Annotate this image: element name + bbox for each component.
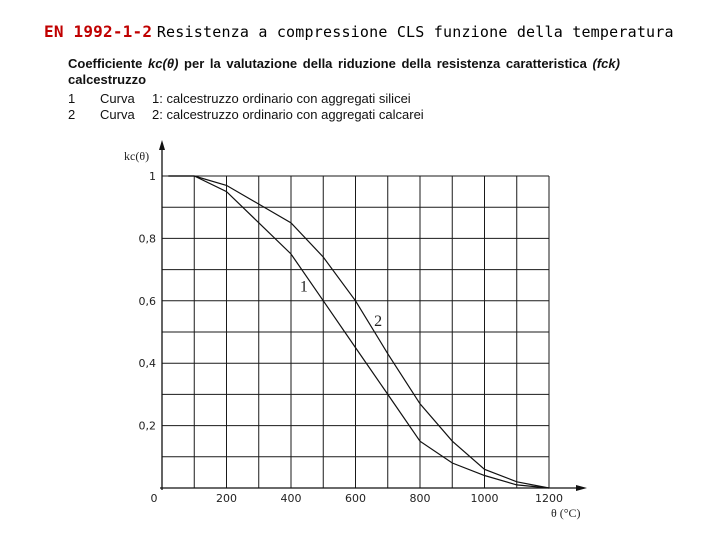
x-tick-label: 1200: [535, 492, 563, 505]
y-tick-label: 0,6: [139, 295, 157, 308]
figure-caption: Coefficiente kc(θ) per la valutazione de…: [68, 56, 628, 123]
curve-label: 2: [374, 313, 382, 330]
caption-word: (fck): [592, 56, 620, 71]
caption-item-text: 2: calcestruzzo ordinario con aggregati …: [152, 107, 424, 122]
caption-item-number: 1: [68, 91, 76, 106]
caption-item-1: 1 Curva 1: calcestruzzo ordinario con ag…: [68, 91, 628, 107]
caption-word: della: [302, 56, 333, 71]
caption-word: riduzione: [338, 56, 396, 71]
x-tick-label: 0: [151, 492, 158, 505]
caption-word: della: [401, 56, 432, 71]
y-tick-label: 1: [149, 170, 156, 183]
caption-word: kc(θ): [148, 56, 179, 71]
x-axis-arrow: [576, 485, 587, 491]
caption-word: la: [209, 56, 221, 71]
caption-item-label: Curva: [100, 91, 135, 106]
title-text: Resistenza a compressione CLS funzione d…: [156, 23, 674, 41]
x-tick-label: 200: [216, 492, 237, 505]
x-axis-label: θ (°C): [551, 506, 581, 520]
caption-item-text: 1: calcestruzzo ordinario con aggregati …: [152, 91, 411, 106]
y-tick-label: 0,8: [139, 232, 157, 245]
caption-heading: Coefficiente kc(θ) per la valutazione de…: [68, 56, 620, 72]
x-tick-label: 800: [410, 492, 431, 505]
curve-label: 1: [300, 278, 308, 295]
y-axis-arrow: [159, 140, 165, 150]
chart-axes: [159, 140, 587, 491]
tick-labels: 0 200 400 600 800 1000 1200 1 0,8 0,6 0,4 0,2: [139, 170, 564, 505]
y-axis-label: kc(θ): [124, 149, 149, 163]
caption-word: resistenza: [436, 56, 501, 71]
caption-word: per: [184, 56, 205, 71]
caption-item-2: 2 Curva 2: calcestruzzo ordinario con ag…: [68, 107, 628, 123]
caption-word: Coefficiente: [68, 56, 143, 71]
caption-word: valutazione: [226, 56, 298, 71]
chart-series: [168, 175, 550, 489]
x-tick-label: 600: [345, 492, 366, 505]
caption-heading-line2: calcestruzzo: [68, 72, 147, 87]
page-title: EN 1992-1-2 Resistenza a compressione CL…: [44, 22, 674, 42]
curve-labels: 12: [300, 278, 382, 329]
caption-item-number: 2: [68, 107, 76, 122]
y-tick-label: 0,2: [139, 420, 157, 433]
series-line-1: [168, 175, 550, 489]
y-tick-label: 0,4: [139, 357, 157, 370]
series-line-2: [168, 175, 550, 489]
caption-word: caratteristica: [505, 56, 587, 71]
x-tick-label: 400: [281, 492, 302, 505]
caption-item-label: Curva: [100, 107, 135, 122]
title-code: EN 1992-1-2: [44, 22, 153, 41]
x-tick-label: 1000: [471, 492, 499, 505]
